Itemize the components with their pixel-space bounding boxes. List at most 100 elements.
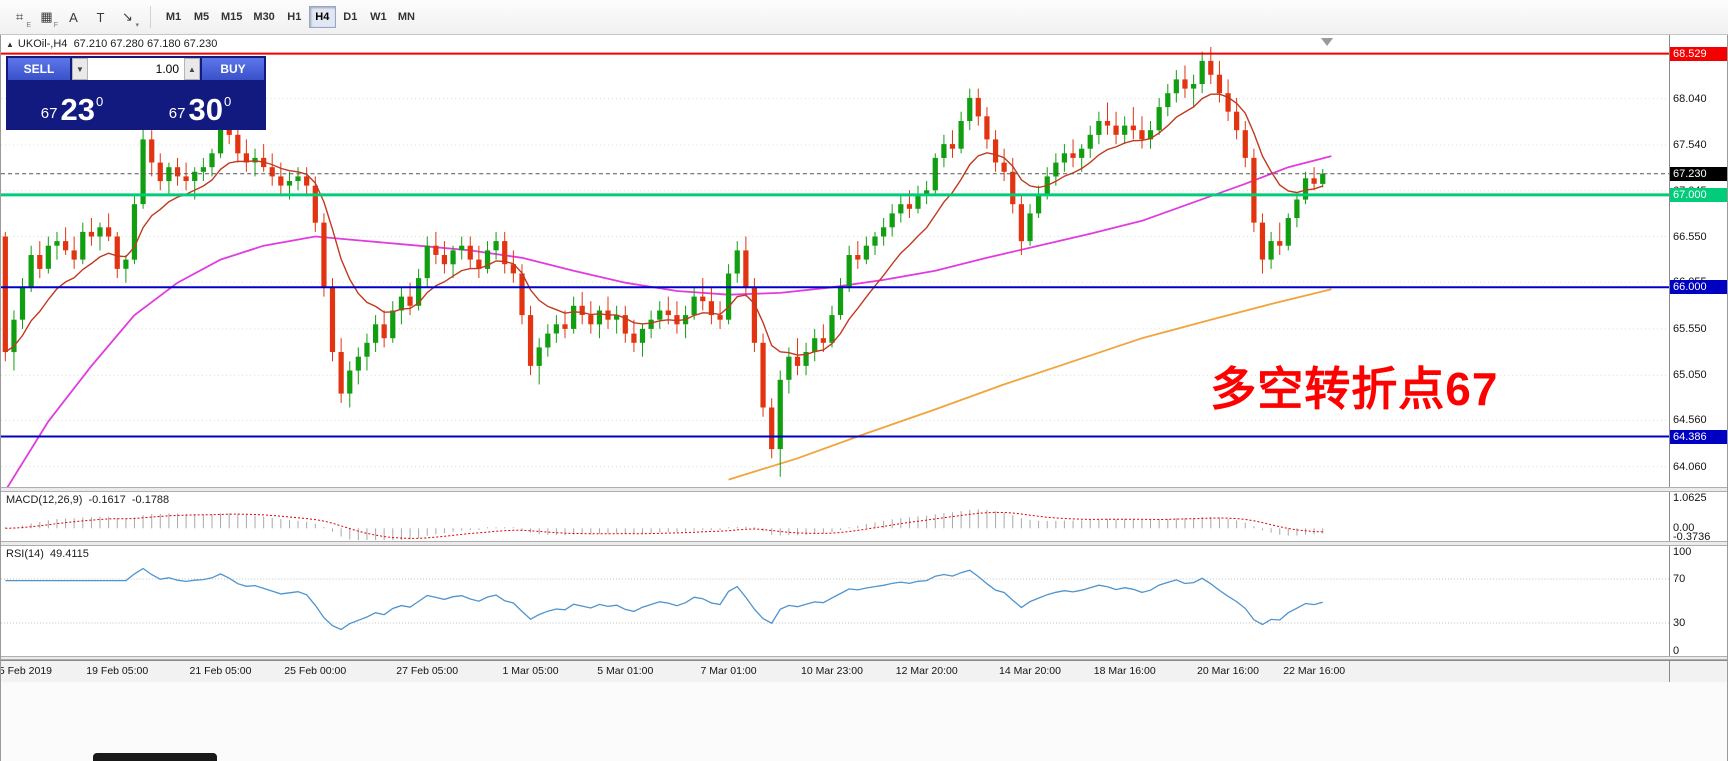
time-axis-label: 12 Mar 20:00 xyxy=(895,665,958,677)
main-price-pane: ▲ UKOil-,H4 67.210 67.280 67.180 67.230 S… xyxy=(1,35,1727,487)
trade-panel-collapse-icon[interactable]: ▲ xyxy=(6,40,14,49)
price-scale-label: 67.540 xyxy=(1673,139,1707,151)
rsi-name: RSI(14) xyxy=(6,548,44,560)
time-axis-label: 1 Mar 05:00 xyxy=(502,665,559,677)
price-scale-label: 65.550 xyxy=(1673,322,1707,335)
price-scale-label: 64.060 xyxy=(1673,460,1707,473)
timeframe-button-h1[interactable]: H1 xyxy=(287,11,302,23)
timeframe-button-w1[interactable]: W1 xyxy=(370,11,387,23)
time-axis-label: 10 Mar 23:00 xyxy=(801,665,863,677)
sell-price-display[interactable]: 67 23 0 xyxy=(8,82,136,128)
top-toolbar: ⌗ E ▦ F A T ↘ ▾ M1 M5 M15 M30 H1 H4 D1 W1 MN xyxy=(0,0,1728,35)
time-axis-label: 7 Mar 01:00 xyxy=(700,665,757,677)
chart-ohlc-values: 67.210 67.280 67.180 67.230 xyxy=(73,38,218,50)
pane-splitter[interactable] xyxy=(1,487,1727,492)
timeframe-button-m1[interactable]: M1 xyxy=(165,11,182,23)
rsi-scale[interactable]: 100 70 30 0 xyxy=(1669,546,1727,656)
macd-label: MACD(12,26,9) -0.1617 -0.1788 xyxy=(6,494,172,506)
rsi-chart-svg[interactable] xyxy=(1,546,1669,656)
volume-input[interactable]: 1.00 xyxy=(155,62,179,76)
macd-chart-svg[interactable] xyxy=(1,492,1669,541)
chart-text-annotation: 多空转折点67 xyxy=(1210,363,1499,415)
buy-price-display[interactable]: 67 30 0 xyxy=(136,82,264,128)
volume-spin-up-icon[interactable]: ▲ xyxy=(184,58,200,80)
current-price-badge: 67.230 xyxy=(1670,166,1727,181)
chart-symbol-title: UKOil-,H4 xyxy=(17,38,68,50)
buy-button[interactable]: BUY xyxy=(202,58,264,80)
sell-price-point: 0 xyxy=(95,94,104,109)
macd-scale-label: -0.3736 xyxy=(1673,531,1711,541)
time-axis-corner xyxy=(1669,661,1727,682)
time-axis-label: 22 Mar 16:00 xyxy=(1283,665,1346,677)
chart-ohlc-header: ▲ UKOil-,H4 67.210 67.280 67.180 67.230 xyxy=(6,38,217,50)
volume-dropdown-icon[interactable]: ▼ xyxy=(72,58,88,80)
macd-scale-label: 1.0625 xyxy=(1673,492,1707,504)
timeframe-button-m30[interactable]: M30 xyxy=(253,11,275,23)
buy-price-point: 0 xyxy=(223,94,232,109)
timeframe-button-h4[interactable]: H4 xyxy=(308,6,336,28)
price-scale[interactable]: 68.04067.54067.04566.55066.05565.55065.0… xyxy=(1669,35,1727,487)
rsi-scale-label: 0 xyxy=(1673,645,1680,656)
time-axis-label: 27 Feb 05:00 xyxy=(396,665,459,677)
price-line-badge: 66.000 xyxy=(1670,280,1727,295)
sell-price-pips: 23 xyxy=(60,91,95,127)
sell-button[interactable]: SELL xyxy=(8,58,70,80)
time-axis-label: 5 Mar 01:00 xyxy=(597,665,654,677)
time-axis-label: 19 Feb 05:00 xyxy=(86,665,149,677)
rsi-label: RSI(14) 49.4115 xyxy=(6,548,92,560)
sell-price-integer: 67 xyxy=(40,105,58,122)
rsi-scale-label: 30 xyxy=(1673,617,1686,629)
text-box-tool-icon[interactable]: T xyxy=(96,9,105,25)
price-line-badge: 68.529 xyxy=(1670,46,1727,61)
volume-box: ▼ 1.00 ▲ xyxy=(72,58,200,80)
text-label-tool-icon[interactable]: A xyxy=(69,9,78,25)
timeframe-group: M1 M5 M15 M30 H1 H4 D1 W1 MN xyxy=(160,6,420,28)
timeframe-button-m5[interactable]: M5 xyxy=(193,11,210,23)
macd-pane: MACD(12,26,9) -0.1617 -0.1788 1.0625 0.00… xyxy=(1,492,1727,541)
chart-window: ▲ UKOil-,H4 67.210 67.280 67.180 67.230 S… xyxy=(0,35,1728,761)
buy-price-pips: 30 xyxy=(188,91,223,127)
rsi-scale-label: 70 xyxy=(1673,573,1686,585)
timeframe-button-mn[interactable]: MN xyxy=(397,11,415,23)
candle-pattern-tool-icon[interactable]: ⌗ E xyxy=(15,9,31,29)
rsi-pane: RSI(14) 49.4115 100 70 30 0 xyxy=(1,546,1727,656)
rsi-plot[interactable]: RSI(14) 49.4115 xyxy=(1,546,1669,656)
time-axis[interactable]: 15 Feb 2019 19 Feb 05:00 21 Feb 05:00 25 Fe… xyxy=(1,660,1727,682)
one-click-trade-panel: SELL ▼ 1.00 ▲ BUY 67 23 0 67 xyxy=(6,56,266,130)
drawing-tools-group: ⌗ E ▦ F A T ↘ ▾ xyxy=(6,5,141,29)
macd-plot[interactable]: MACD(12,26,9) -0.1617 -0.1788 xyxy=(1,492,1669,541)
grid-tool-icon[interactable]: ▦ F xyxy=(40,9,58,29)
price-line-badge: 64.386 xyxy=(1670,429,1727,444)
time-axis-label: 25 Feb 00:00 xyxy=(284,665,347,677)
time-axis-label: 15 Feb 2019 xyxy=(1,665,52,677)
macd-scale-label: 0.00 xyxy=(1673,522,1695,535)
macd-name: MACD(12,26,9) xyxy=(6,494,83,506)
trendline-tool-icon[interactable]: ↘ ▾ xyxy=(122,9,139,29)
candlestick-chart-svg[interactable] xyxy=(1,35,1669,487)
time-axis-label: 14 Mar 20:00 xyxy=(999,665,1061,677)
pane-splitter[interactable] xyxy=(1,541,1727,546)
macd-value: -0.1617 xyxy=(88,494,126,506)
time-axis-label: 21 Feb 05:00 xyxy=(189,665,252,677)
price-line-badge: 67.000 xyxy=(1670,187,1727,202)
time-axis-label: 20 Mar 16:00 xyxy=(1197,665,1259,677)
timeframe-button-m15[interactable]: M15 xyxy=(221,11,243,23)
price-scale-label: 65.050 xyxy=(1673,369,1707,382)
rsi-scale-label: 100 xyxy=(1673,546,1692,558)
macd-scale[interactable]: 1.0625 0.00 -0.3736 xyxy=(1669,492,1727,541)
time-axis-label: 18 Mar 16:00 xyxy=(1093,665,1156,677)
price-scale-label: 66.550 xyxy=(1673,230,1707,243)
bottom-dark-tab xyxy=(93,753,217,761)
macd-signal-value: -0.1788 xyxy=(131,494,170,506)
timeframe-button-d1[interactable]: D1 xyxy=(343,11,358,23)
buy-price-integer: 67 xyxy=(168,105,186,122)
pane-splitter[interactable] xyxy=(1,656,1727,660)
main-chart-plot[interactable]: ▲ UKOil-,H4 67.210 67.280 67.180 67.230 S… xyxy=(1,35,1669,487)
rsi-value: 49.4115 xyxy=(49,548,89,560)
toolbar-separator xyxy=(150,6,151,28)
price-scale-label: 68.040 xyxy=(1673,92,1707,105)
time-axis-labels: 15 Feb 2019 19 Feb 05:00 21 Feb 05:00 25 Fe… xyxy=(1,661,1669,682)
window-bottom-area xyxy=(1,682,1727,761)
price-scale-label: 64.560 xyxy=(1673,414,1707,427)
chart-shift-marker xyxy=(1321,38,1334,46)
